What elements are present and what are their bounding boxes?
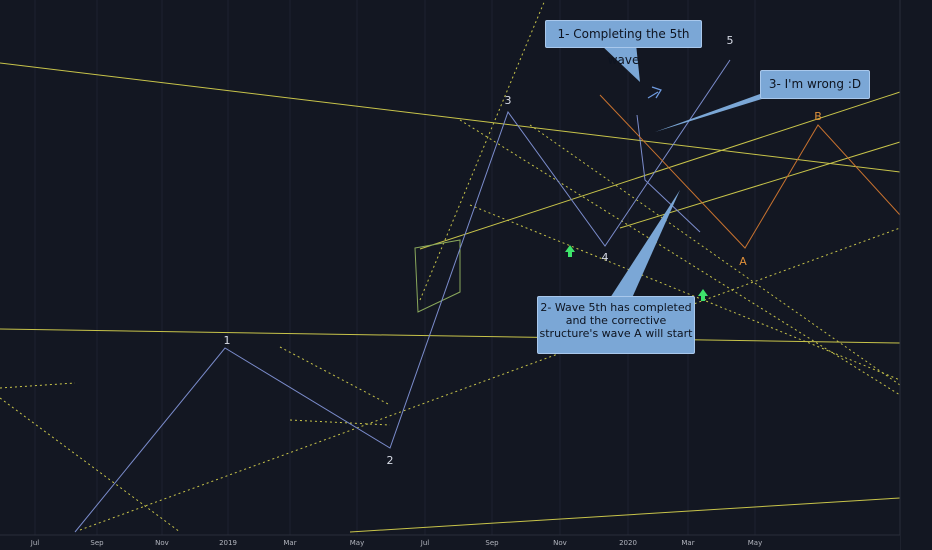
trend-line xyxy=(349,497,901,533)
price-axis-bg xyxy=(900,0,932,550)
trend-line xyxy=(0,328,901,344)
trend-line-dotted xyxy=(0,382,76,389)
time-tick-label: Sep xyxy=(485,539,499,547)
arrow-head xyxy=(651,86,662,99)
elliott-wave-path xyxy=(74,59,731,533)
time-tick-label: 2019 xyxy=(219,539,237,547)
arrow-line xyxy=(647,91,659,99)
trend-line-dotted xyxy=(279,346,391,406)
time-tick-label: Mar xyxy=(283,539,296,547)
callout-im-wrong: 3- I'm wrong :D xyxy=(760,70,870,99)
green-up-arrow xyxy=(698,289,708,301)
wave-label-4: 4 xyxy=(602,251,609,264)
wave-label-3: 3 xyxy=(505,94,512,107)
wave-label-b: B xyxy=(814,110,822,123)
callout-wave-a-start: 2- Wave 5th has completed and the correc… xyxy=(537,296,695,354)
trend-line-dotted xyxy=(529,124,901,386)
time-tick-label: Nov xyxy=(155,539,169,547)
trend-line-dotted xyxy=(289,419,391,426)
trend-line-dotted xyxy=(469,204,901,381)
time-tick-label: 2020 xyxy=(619,539,637,547)
callout-pointer xyxy=(655,94,778,132)
trend-line-dotted xyxy=(459,119,901,396)
time-tick-label: Jul xyxy=(420,539,430,547)
time-tick-label: Sep xyxy=(90,539,104,547)
time-axis-bg xyxy=(0,535,900,550)
callout-2-line-1: 2- Wave 5th has completed xyxy=(540,301,692,314)
wave-label-5: 5 xyxy=(727,34,734,47)
corrective-abc-path xyxy=(599,94,901,249)
time-tick-label: Mar xyxy=(681,539,694,547)
wave-label-1: 1 xyxy=(224,334,231,347)
callout-pointer xyxy=(600,44,640,82)
trend-line xyxy=(419,91,901,250)
callout-2-line-3: structure's wave A will start xyxy=(539,327,693,340)
callout-2-line-2: and the corrective xyxy=(565,314,667,327)
time-tick-label: May xyxy=(350,539,364,547)
wave-label-a: A xyxy=(739,255,747,268)
green-up-arrow xyxy=(565,245,575,257)
time-tick-label: May xyxy=(748,539,762,547)
callout-pointer xyxy=(610,190,680,298)
time-tick-label: Jul xyxy=(30,539,40,547)
wave-label-2: 2 xyxy=(387,454,394,467)
time-tick-label: Nov xyxy=(553,539,567,547)
channel-box xyxy=(414,239,461,313)
trend-line-dotted xyxy=(79,227,901,531)
trend-line xyxy=(0,62,901,173)
trend-line-dotted xyxy=(419,0,546,301)
callout-completing-5th-wave: 1- Completing the 5th wave xyxy=(545,20,702,67)
trend-line-dotted xyxy=(0,397,181,533)
